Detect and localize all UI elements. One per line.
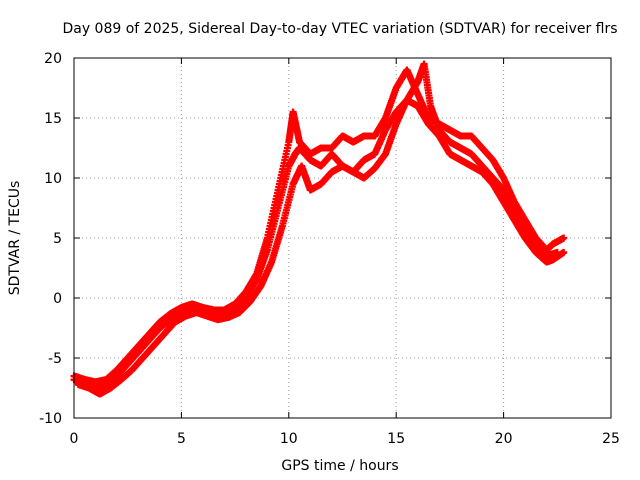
data-point [560,234,568,242]
x-tick-label: 0 [70,431,79,447]
y-tick-label: -10 [39,411,62,427]
y-axis-label: SDTVAR / TECUs [7,181,23,296]
axis-ticks: 0 5 10 15 20 25 -10 -5 0 5 10 15 20 [39,51,620,447]
data-series-track-3 [74,60,561,398]
y-tick-label: 10 [44,171,62,187]
chart-title: Day 089 of 2025, Sidereal Day-to-day VTE… [62,21,617,37]
x-tick-label: 5 [177,431,186,447]
y-tick-label: -5 [48,351,62,367]
x-tick-label: 20 [495,431,513,447]
data-series-track-2 [70,66,568,386]
y-tick-label: 15 [44,111,62,127]
y-tick-label: 20 [44,51,62,67]
x-tick-label: 25 [602,431,620,447]
x-tick-label: 10 [280,431,298,447]
data-points [70,60,568,398]
data-point [560,248,568,256]
y-tick-label: 5 [53,231,62,247]
y-tick-label: 0 [53,291,62,307]
x-tick-label: 15 [387,431,405,447]
data-point [553,248,561,256]
x-axis-label: GPS time / hours [281,458,398,474]
